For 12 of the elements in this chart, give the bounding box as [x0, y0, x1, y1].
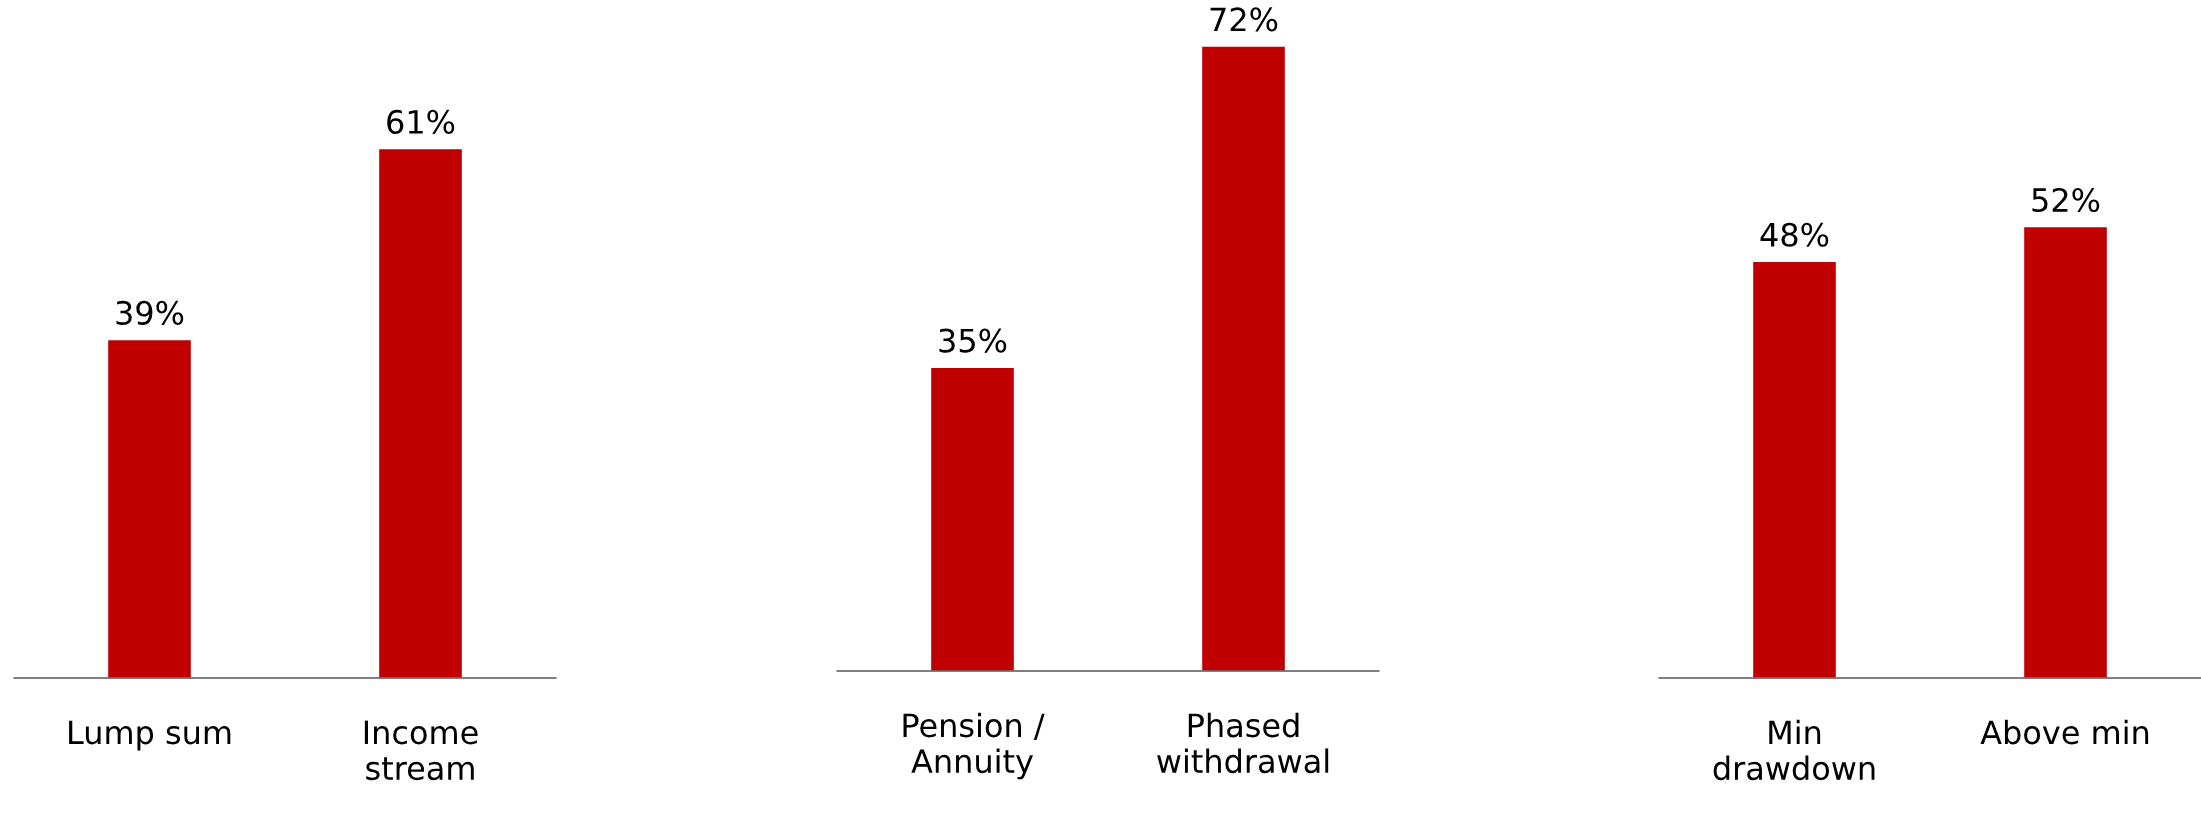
x-tick-label: Min drawdown — [1713, 719, 1875, 781]
data-label: 72% — [1210, 7, 1278, 32]
x-tick-label: Phased withdrawal — [1157, 712, 1329, 774]
x-tick-label: Pension / Annuity — [903, 712, 1045, 780]
data-label: 48% — [1760, 222, 1829, 247]
data-label: 61% — [387, 109, 455, 134]
data-label: 39% — [116, 300, 184, 325]
data-label: 52% — [2032, 187, 2100, 213]
data-label: 35% — [939, 328, 1007, 353]
x-tick-label: Lump sum — [69, 720, 231, 751]
x-tick-label: Above min — [1980, 719, 2149, 745]
x-tick-label: Income stream — [364, 720, 478, 781]
